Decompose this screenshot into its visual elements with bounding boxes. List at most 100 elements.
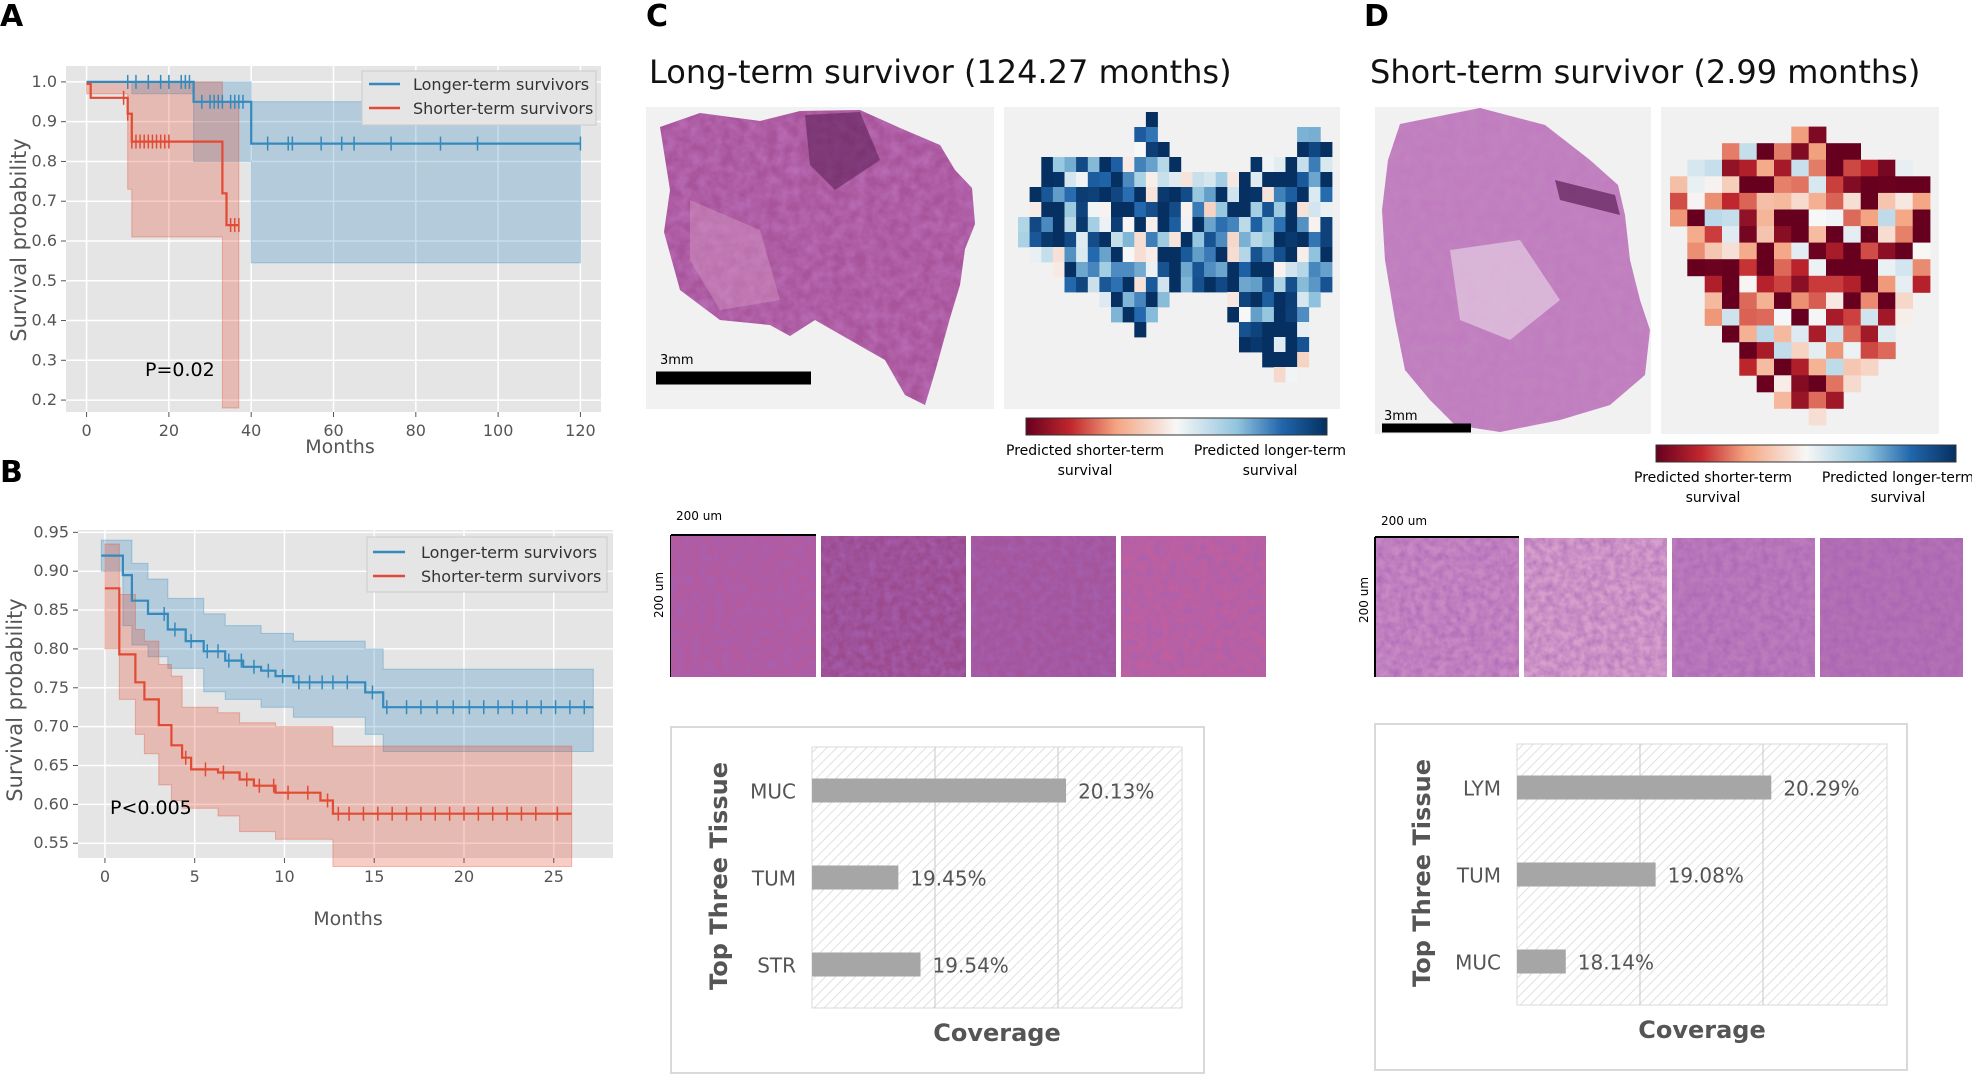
category-label: MUC — [1455, 951, 1501, 975]
heatmap-cell — [1826, 391, 1844, 409]
value-label: 19.08% — [1668, 864, 1744, 888]
heatmap-cell — [1722, 325, 1740, 343]
heatmap-cell — [1239, 202, 1251, 218]
heatmap-cell — [1860, 275, 1879, 293]
heatmap-cell — [1134, 157, 1147, 173]
patch-scale-label-vertical-d: 200 um — [1357, 577, 1371, 623]
heatmap-cell — [1808, 358, 1827, 376]
heatmap-cell — [1273, 247, 1286, 263]
heatmap-cell — [1111, 187, 1123, 203]
heatmap-cell — [1739, 226, 1757, 244]
heatmap-cell — [1122, 292, 1135, 308]
tick-label-y: 0.70 — [33, 717, 69, 736]
heatmap-cell — [1169, 277, 1182, 293]
heatmap-cell — [1704, 176, 1723, 194]
y-axis-label-a: Survival probability — [7, 138, 31, 341]
heatmap-cell — [1285, 337, 1298, 353]
heatmap-cell — [1227, 187, 1240, 203]
heatmap-cell — [1297, 292, 1310, 308]
heatmap-cell — [1756, 226, 1775, 244]
heatmap-cell — [1308, 127, 1321, 143]
heatmap-cell — [1262, 322, 1275, 338]
heatmap-cell — [1273, 367, 1286, 383]
heatmap-cell — [1308, 232, 1321, 248]
heatmap-cell — [1099, 262, 1112, 278]
legend-label-longer-a: Longer-term survivors — [413, 75, 589, 94]
heatmap-cell — [1895, 292, 1913, 310]
heatmap-cell — [1756, 342, 1775, 360]
heatmap-cell — [1099, 277, 1112, 293]
heatmap-cell — [1239, 337, 1251, 353]
tick-label-y: 0.9 — [32, 112, 57, 131]
heatmap-cell — [1808, 275, 1827, 293]
heatmap-cell — [1860, 226, 1879, 244]
heatmap-cell — [1052, 262, 1065, 278]
heatmap-cell — [1204, 262, 1217, 278]
heatmap-c — [1004, 107, 1340, 409]
heatmap-cell — [1192, 217, 1205, 233]
heatmap-cell — [1215, 202, 1228, 218]
heatmap-cell — [1791, 391, 1809, 409]
heatmap-cell — [1157, 292, 1170, 308]
heatmap-cell — [1111, 292, 1123, 308]
heatmap-cell — [1297, 202, 1310, 218]
y-axis-label-b: Survival probability — [3, 598, 27, 801]
heatmap-cell — [1808, 325, 1827, 343]
tick-label-x: 0 — [100, 867, 110, 886]
heatmap-cell — [1285, 292, 1298, 308]
heatmap-cell — [1064, 157, 1077, 173]
heatmap-cell — [1704, 292, 1723, 310]
heatmap-cell — [1826, 325, 1844, 343]
patch-scale-label-d: 200 um — [1381, 514, 1427, 528]
heatmap-cell — [1099, 187, 1112, 203]
heatmap-cell — [1262, 217, 1275, 233]
heatmap-cell — [1285, 262, 1298, 278]
heatmap-cell — [1239, 262, 1251, 278]
heatmap-cell — [1273, 352, 1286, 368]
heatmap-cell — [1774, 209, 1792, 227]
heatmap-cell — [1843, 342, 1861, 360]
heatmap-cell — [1826, 192, 1844, 210]
heatmap-cell — [1878, 192, 1896, 210]
coverage-bar — [812, 865, 899, 890]
heatmap-cell — [1169, 202, 1182, 218]
heatmap-cell — [1808, 192, 1827, 210]
heatmap-cell — [1239, 232, 1251, 248]
heatmap-cell — [1273, 337, 1286, 353]
heatmap-cell — [1739, 342, 1757, 360]
colorbar-d: Predicted shorter-term survival Predicte… — [1634, 444, 1972, 506]
heatmap-cell — [1052, 187, 1065, 203]
heatmap-cell — [1122, 172, 1135, 188]
heatmap-cell — [1320, 187, 1333, 203]
heatmap-cell — [1145, 142, 1158, 158]
coverage-bar — [1517, 775, 1772, 800]
heatmap-cell — [1180, 172, 1193, 188]
patch-2-c — [821, 536, 966, 677]
heatmap-cell — [1912, 192, 1931, 210]
heatmap-cell — [1157, 202, 1170, 218]
heatmap-cell — [1843, 159, 1861, 177]
heatmap-cell — [1076, 187, 1089, 203]
heatmap-cell — [1250, 187, 1263, 203]
heatmap-cell — [1018, 217, 1030, 233]
heatmap-cell — [1756, 325, 1775, 343]
heatmap-cell — [1895, 159, 1913, 177]
heatmap-cell — [1273, 157, 1286, 173]
heatmap-cell — [1145, 277, 1158, 293]
heatmap-cell — [1791, 159, 1809, 177]
heatmap-cell — [1687, 209, 1705, 227]
heatmap-cell — [1250, 277, 1263, 293]
heatmap-cell — [1756, 375, 1775, 393]
heatmap-cell — [1052, 202, 1065, 218]
heatmap-cell — [1297, 247, 1310, 263]
x-axis-label-b: Months — [313, 908, 382, 930]
tick-label-x: 20 — [454, 867, 474, 886]
heatmap-cell — [1860, 192, 1879, 210]
confidence-bands-a — [86, 81, 581, 409]
heatmap-cell — [1860, 292, 1879, 310]
heatmap-cell — [1041, 172, 1054, 188]
heatmap-cell — [1087, 277, 1100, 293]
colorbar-left-label-d: Predicted shorter-term — [1634, 470, 1792, 486]
heatmap-cell — [1122, 187, 1135, 203]
heatmap-cell — [1041, 202, 1054, 218]
